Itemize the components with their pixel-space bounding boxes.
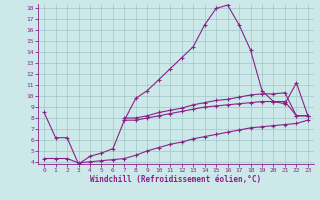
X-axis label: Windchill (Refroidissement éolien,°C): Windchill (Refroidissement éolien,°C): [91, 175, 261, 184]
